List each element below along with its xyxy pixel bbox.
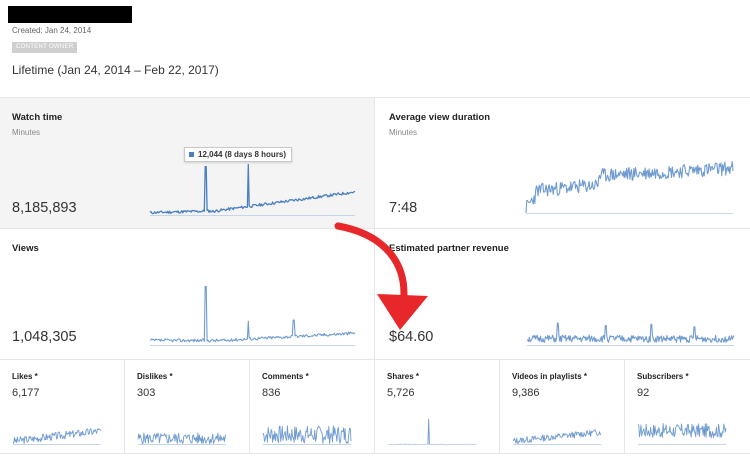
dislikes-title: Dislikes * (137, 372, 173, 381)
chart-tooltip: 12,044 (8 days 8 hours) (184, 147, 293, 162)
shares-card[interactable]: Shares * 5,726 (375, 359, 500, 453)
shares-sparkline (387, 418, 477, 446)
avg-view-duration-value: 7:48 (389, 200, 418, 216)
revenue-value: $64.60 (389, 329, 434, 345)
series-swatch-icon (189, 152, 194, 158)
divider (374, 97, 375, 359)
created-date: Created: Jan 24, 2014 (12, 26, 92, 35)
avg-view-duration-title: Average view duration (389, 112, 491, 123)
likes-sparkline (12, 428, 102, 445)
watch-time-title: Watch time (12, 112, 63, 123)
subscribers-sparkline (637, 423, 727, 445)
dislikes-card[interactable]: Dislikes * 303 (125, 359, 250, 453)
content-owner-badge: CONTENT OWNER (12, 42, 78, 53)
redacted-channel-name (8, 6, 132, 23)
videos-in-playlists-sparkline (512, 429, 602, 445)
divider (0, 453, 750, 454)
divider (249, 359, 250, 453)
avg-view-duration-sparkline (525, 161, 734, 214)
views-sparkline (149, 285, 356, 346)
dislikes-value: 303 (137, 387, 156, 399)
likes-value: 6,177 (12, 387, 40, 399)
comments-value: 836 (262, 387, 281, 399)
views-title: Views (12, 243, 39, 254)
revenue-sparkline (526, 322, 735, 346)
subscribers-title: Subscribers * (637, 372, 689, 381)
comments-sparkline (262, 425, 352, 445)
revenue-card[interactable]: Estimated partner revenue $64.60 (375, 228, 750, 359)
date-range[interactable]: Lifetime (Jan 24, 2014 – Feb 22, 2017) (12, 63, 219, 77)
divider (124, 359, 125, 453)
watch-time-value: 8,185,893 (12, 200, 77, 216)
avg-view-duration-unit: Minutes (389, 128, 418, 137)
divider (624, 359, 625, 453)
avg-view-duration-card[interactable]: Average view duration Minutes 7:48 (375, 97, 750, 228)
shares-title: Shares * (387, 372, 420, 381)
watch-time-unit: Minutes (12, 128, 41, 137)
shares-value: 5,726 (387, 387, 415, 399)
subscribers-card[interactable]: Subscribers * 92 (625, 359, 750, 453)
views-card[interactable]: Views 1,048,305 (0, 228, 375, 359)
red-arrow-annotation (334, 222, 428, 330)
videos-in-playlists-card[interactable]: Videos in playlists * 9,386 (500, 359, 625, 453)
watch-time-sparkline (149, 163, 356, 216)
videos-in-playlists-title: Videos in playlists * (512, 372, 587, 381)
revenue-title: Estimated partner revenue (389, 243, 509, 254)
views-value: 1,048,305 (12, 329, 77, 345)
likes-title: Likes * (12, 372, 38, 381)
tooltip-text: 12,044 (8 days 8 hours) (198, 150, 287, 159)
likes-card[interactable]: Likes * 6,177 (0, 359, 125, 453)
divider (374, 359, 375, 453)
comments-card[interactable]: Comments * 836 (250, 359, 375, 453)
videos-in-playlists-value: 9,386 (512, 387, 540, 399)
divider (499, 359, 500, 453)
dislikes-sparkline (137, 432, 227, 445)
comments-title: Comments * (262, 372, 309, 381)
subscribers-value: 92 (637, 387, 650, 399)
watch-time-card[interactable]: Watch time Minutes 8,185,893 (0, 97, 375, 228)
divider (0, 359, 750, 360)
